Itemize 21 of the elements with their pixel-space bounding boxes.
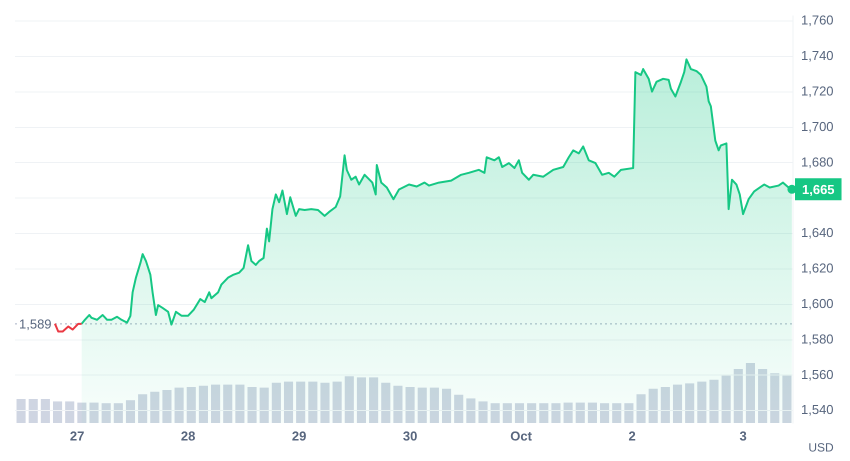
- x-tick-label: 29: [292, 428, 306, 444]
- annotation: 1,665: [802, 182, 835, 197]
- x-tick-label: 30: [402, 428, 418, 444]
- y-tick-label: 1,580: [801, 331, 834, 346]
- x-tick-label: 28: [180, 428, 196, 444]
- x-tick-label: 2: [628, 428, 636, 444]
- y-tick-label: 1,540: [801, 402, 834, 418]
- y-tick-label: 1,680: [801, 154, 834, 170]
- y-tick-label: 1,740: [801, 48, 834, 64]
- y-tick-label: 1,600: [801, 296, 834, 311]
- y-axis-title: USD: [808, 440, 834, 454]
- y-tick-label: 1,760: [801, 12, 834, 28]
- y-tick-label: 1,640: [801, 225, 834, 240]
- x-tick-label: 27: [70, 428, 84, 444]
- ref-line-label: 1,589: [19, 316, 52, 332]
- y-tick-label: 1,720: [801, 84, 834, 99]
- x-tick-label: Oct: [510, 428, 533, 444]
- y-tick-label: 1,620: [801, 260, 834, 276]
- y-tick-label: 1,700: [801, 118, 834, 134]
- y-tick-label: 1,560: [801, 366, 834, 382]
- x-tick-label: 3: [739, 428, 747, 444]
